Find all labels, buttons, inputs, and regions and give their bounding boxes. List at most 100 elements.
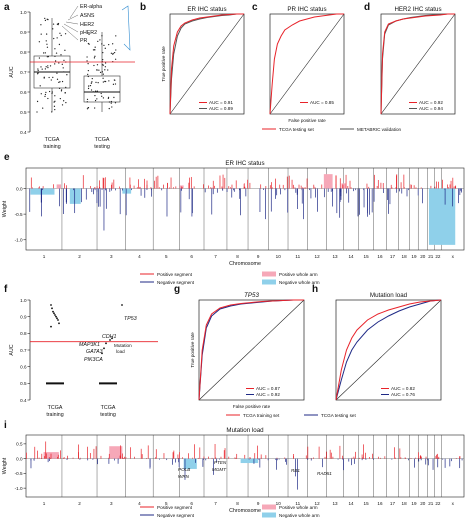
panel-a-point	[108, 43, 110, 46]
panel-i-negative-arm	[240, 458, 259, 464]
panel-a-point	[38, 57, 41, 59]
panel-a-annotation-pher2: pHER2	[80, 30, 97, 36]
panel-a-point	[112, 43, 114, 45]
panel-e-legend-neg-arm-label: Negative whole arm	[279, 280, 320, 285]
panel-f-label-cdh1: CDH1	[102, 334, 116, 340]
panel-letter-h: h	[312, 284, 318, 295]
panel-a-point	[96, 64, 99, 66]
panel-e-chrom-label-4: 4	[138, 254, 141, 259]
panel-a-point	[40, 33, 42, 35]
panel-h-title: Mutation load	[370, 292, 408, 299]
panel-a-point	[107, 97, 110, 99]
panel-i-ytick-label: -1.0	[15, 486, 23, 491]
panel-a-annotation-leader	[63, 23, 79, 33]
panel-f-training-point	[51, 307, 53, 310]
legend-tcga-testing-label: TCGA testing set	[279, 127, 314, 132]
panel-a-point	[36, 100, 39, 103]
panel-a-point	[101, 43, 103, 45]
panel-a-point	[54, 108, 56, 111]
panel-a-annotation-asns: ASNS	[80, 13, 95, 19]
panel-a-point	[44, 93, 47, 96]
panel-i-chrom-label-15: 15	[364, 501, 370, 506]
panel-a-point	[56, 37, 58, 39]
panel-i-chrom-label-10: 10	[276, 501, 282, 506]
panel-a-point	[53, 37, 55, 40]
panel-a-point	[65, 101, 67, 104]
panel-a-point	[52, 23, 55, 25]
panel-a-point	[55, 52, 58, 54]
panel-a-point	[91, 77, 93, 80]
panel-g-frame	[198, 299, 305, 401]
panel-a-point	[40, 66, 42, 68]
panel-a-point	[61, 63, 63, 65]
panel-f-label-pik3ca: PIK3CA	[84, 357, 103, 363]
panel-a-point	[53, 105, 56, 107]
panel-f-label-mutation-load-2: load	[116, 349, 125, 354]
panel-a-point	[46, 43, 48, 45]
panel-i-ylabel: Weight	[2, 457, 8, 474]
panel-a-point	[94, 107, 96, 109]
panel-e-positive-arm	[341, 183, 346, 189]
panel-a-point	[52, 28, 54, 30]
panel-h-frame	[335, 299, 442, 401]
panel-i-gene-label-polb: POLB	[178, 467, 190, 472]
panel-a-point	[54, 95, 56, 97]
panel-a-point	[47, 66, 49, 69]
panel-e-negative-arm	[428, 188, 456, 245]
panel-a-point	[102, 77, 104, 79]
panel-f-label-tp53: TP53	[124, 316, 137, 322]
panel-a-point	[96, 69, 98, 71]
panel-a-point	[44, 17, 46, 20]
legend-tcga-training-label: TCGA training set	[243, 413, 280, 418]
panel-d-legend-label: AUC = 0.94	[419, 106, 443, 111]
panel-e-negative-arm	[69, 188, 81, 204]
panel-a-point	[113, 96, 115, 99]
panel-a-point	[94, 94, 96, 97]
panel-e-chrom-label-21: 21	[428, 254, 434, 259]
panel-g-xlabel: False positive rate	[233, 404, 271, 409]
panel-a-point	[99, 71, 102, 73]
panel-a-annotation-leader	[61, 25, 79, 41]
panel-i-legend-neg-arm-swatch	[262, 512, 276, 518]
panel-a-point	[60, 54, 62, 56]
panel-a-point	[56, 72, 58, 74]
panel-a-point	[49, 65, 52, 67]
panel-f-xlabel: testing	[100, 412, 116, 418]
panel-a-point	[40, 93, 42, 95]
panel-i-chrom-label-9: 9	[257, 501, 260, 506]
panel-a-point	[110, 102, 112, 104]
panel-a-ylabel: AUC	[9, 66, 15, 77]
panel-a-point	[45, 91, 47, 94]
panel-i-chrom-label-2: 2	[78, 501, 81, 506]
panel-a-ytick-label: 1.0	[20, 10, 27, 15]
panel-a-point	[90, 89, 93, 91]
panel-f-label-gata3: GATA3	[86, 349, 103, 355]
panel-i-chrom-label-17: 17	[390, 501, 396, 506]
panel-a-point	[102, 51, 104, 54]
panel-b-diagonal	[169, 13, 245, 115]
panel-a-point	[96, 90, 99, 92]
panel-a-point	[104, 47, 106, 49]
panel-a-point	[52, 76, 54, 79]
panel-a-point	[87, 63, 89, 65]
panel-i-frame	[25, 434, 465, 498]
panel-d-diagonal	[380, 13, 456, 115]
panel-i-chrom-label-3: 3	[110, 501, 113, 506]
panel-a-point	[54, 48, 56, 50]
panel-a-point	[98, 69, 100, 71]
panel-i-chrom-label-22: 22	[435, 501, 441, 506]
panel-a-point	[64, 33, 67, 35]
panel-h-legend-label: AUC = 0.82	[391, 386, 415, 391]
panel-e-title: ER IHC status	[225, 160, 264, 167]
panel-a-point	[42, 107, 44, 109]
panel-letter-d: d	[364, 2, 370, 13]
panel-a-point	[107, 96, 110, 99]
legend-metabric-label: METABRIC validation	[357, 127, 402, 132]
panel-e-legend-pos-seg-label: Positive segment	[157, 272, 193, 277]
panel-a-point	[56, 23, 59, 25]
panel-i-gene-label-pten: PTEN	[214, 460, 227, 465]
panel-a-xlabel: testing	[94, 144, 110, 150]
panel-i-gene-label-mgmt: MGMT	[212, 467, 227, 472]
panel-g-diagonal	[198, 299, 305, 401]
